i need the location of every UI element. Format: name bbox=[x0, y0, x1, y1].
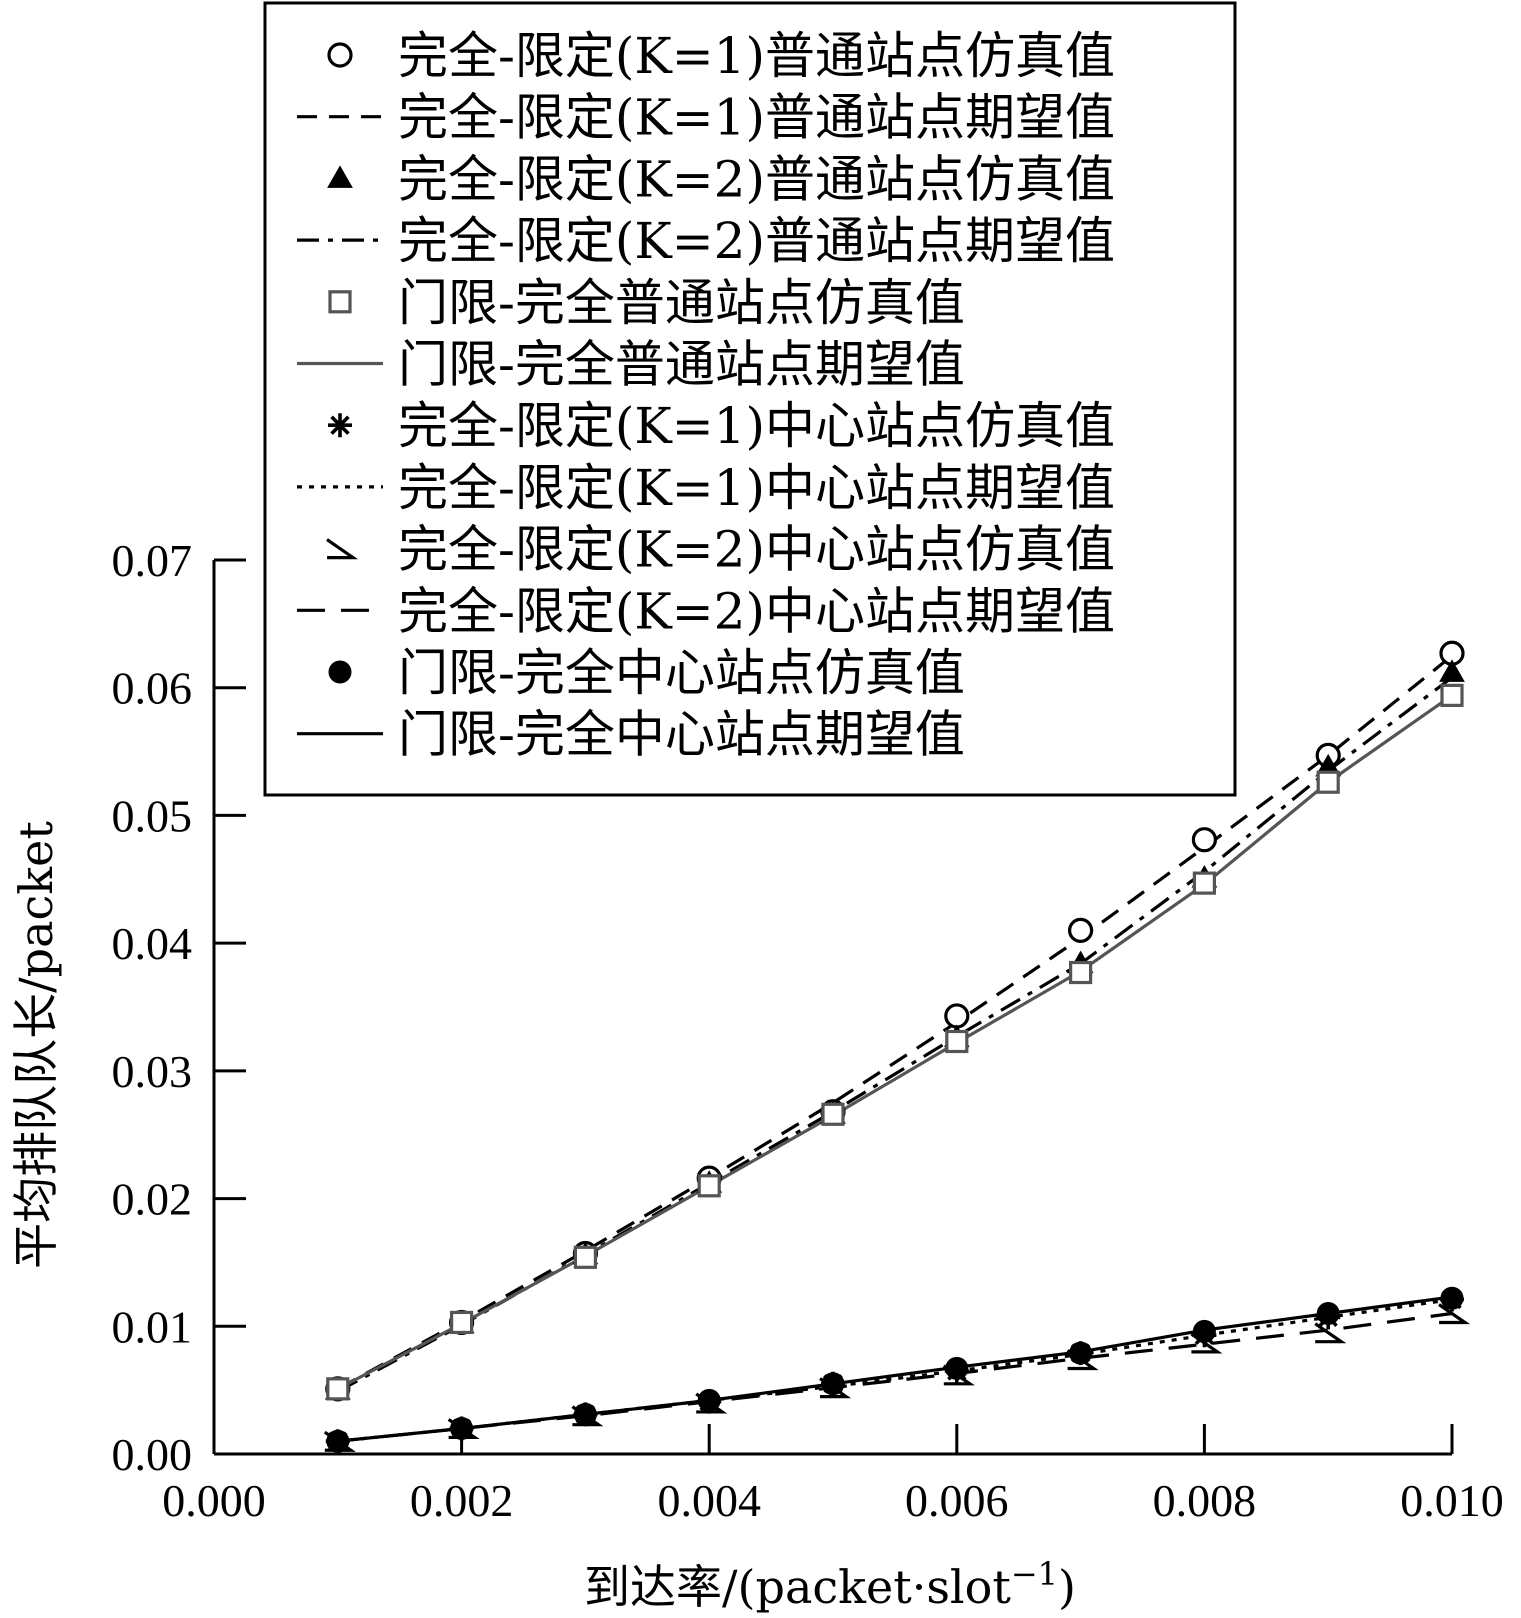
legend-label-9: 完全-限定(K=2)中心站点仿真值 bbox=[398, 521, 1115, 579]
y-tick-label: 0.02 bbox=[112, 1174, 193, 1225]
series-9-point bbox=[1438, 1303, 1471, 1325]
y-tick-label: 0.06 bbox=[112, 663, 193, 714]
series-1-point bbox=[1191, 827, 1218, 853]
series-5-point bbox=[1192, 871, 1217, 895]
legend-label-2: 完全-限定(K=1)普通站点期望值 bbox=[398, 89, 1115, 147]
series-9-point bbox=[1314, 1322, 1347, 1344]
series-11-point bbox=[1192, 1319, 1216, 1343]
series-5-point bbox=[1068, 960, 1093, 985]
series-5-point bbox=[697, 1174, 721, 1198]
series-lines bbox=[337, 654, 1454, 1443]
legend-marker-11 bbox=[328, 660, 352, 684]
legend-box bbox=[263, 1, 1237, 797]
y-tick-label: 0.05 bbox=[112, 790, 193, 841]
series-5-point bbox=[573, 1245, 598, 1269]
legend-marker-3 bbox=[327, 165, 353, 188]
x-axis-title-main: 到达率/(packet·slot bbox=[584, 1560, 1011, 1614]
legend-label-4: 完全-限定(K=2)普通站点期望值 bbox=[398, 212, 1115, 270]
series-5-point bbox=[821, 1102, 845, 1126]
series-11-point bbox=[1316, 1302, 1340, 1326]
legend-label-10: 完全-限定(K=2)中心站点期望值 bbox=[398, 582, 1115, 640]
series-5-point bbox=[326, 1377, 350, 1401]
series-11-point bbox=[697, 1388, 721, 1412]
series-11-point bbox=[945, 1356, 969, 1380]
series-5-point bbox=[1440, 683, 1464, 707]
series-11-point bbox=[821, 1372, 845, 1396]
series-5-point bbox=[450, 1310, 474, 1335]
legend-label-6: 门限-完全普通站点期望值 bbox=[398, 336, 965, 394]
x-tick-label: 0.010 bbox=[1400, 1475, 1504, 1526]
series-3-point bbox=[1439, 659, 1465, 682]
y-tick-label: 0.04 bbox=[112, 918, 193, 969]
series-1-point bbox=[944, 1003, 970, 1029]
x-tick-label: 0.000 bbox=[162, 1475, 266, 1526]
series-11-point bbox=[326, 1429, 350, 1453]
x-tick-label: 0.008 bbox=[1153, 1475, 1257, 1526]
series-11-point bbox=[1440, 1286, 1464, 1310]
x-tick-label: 0.006 bbox=[905, 1475, 1009, 1526]
axes: 0.00 0.01 0.02 0.03 0.04 0.05 0.06 0.07 0.000 0.0… bbox=[112, 535, 1504, 1526]
legend-marker-1 bbox=[327, 42, 353, 68]
legend-label-1: 完全-限定(K=1)普通站点仿真值 bbox=[398, 27, 1115, 85]
legend-label-3: 完全-限定(K=2)普通站点仿真值 bbox=[398, 150, 1115, 208]
y-axis-title: 平均排队队长/packet bbox=[9, 821, 63, 1269]
x-tick-label: 0.002 bbox=[410, 1475, 514, 1526]
legend-label-5: 门限-完全普通站点仿真值 bbox=[398, 274, 965, 332]
y-tick-label: 0.03 bbox=[112, 1046, 193, 1097]
series-11-point bbox=[1069, 1341, 1093, 1365]
series-line-2 bbox=[337, 654, 1454, 1391]
x-axis-title-close: ) bbox=[1058, 1560, 1076, 1614]
series-markers bbox=[323, 640, 1471, 1454]
series-5-point bbox=[945, 1029, 969, 1054]
series-5-point bbox=[1316, 770, 1340, 794]
x-axis-title: 到达率/(packet·slot−1) bbox=[584, 1555, 1076, 1614]
y-tick-label: 0.01 bbox=[112, 1301, 193, 1352]
series-11-point bbox=[573, 1402, 597, 1426]
legend-marker-9 bbox=[326, 538, 359, 560]
series-line-12 bbox=[337, 1295, 1453, 1443]
x-axis-title-superscript: −1 bbox=[1011, 1555, 1058, 1593]
y-tick-label: 0.00 bbox=[112, 1429, 193, 1480]
legend-label-11: 门限-完全中心站点仿真值 bbox=[398, 644, 965, 702]
legend-label-7: 完全-限定(K=1)中心站点仿真值 bbox=[398, 397, 1115, 455]
legend-label-12: 门限-完全中心站点期望值 bbox=[398, 706, 965, 764]
legend-label-8: 完全-限定(K=1)中心站点期望值 bbox=[398, 459, 1115, 517]
legend-marker-5 bbox=[328, 290, 352, 314]
x-tick-label: 0.004 bbox=[657, 1475, 761, 1526]
series-1-point bbox=[1067, 917, 1094, 943]
series-line-6 bbox=[337, 694, 1453, 1391]
y-tick-label: 0.07 bbox=[112, 535, 193, 586]
series-11-point bbox=[450, 1416, 474, 1440]
legend-marker-7 bbox=[328, 413, 352, 438]
legend: 完全-限定(K=1)普通站点仿真值完全-限定(K=1)普通站点期望值完全-限定(… bbox=[263, 1, 1237, 797]
